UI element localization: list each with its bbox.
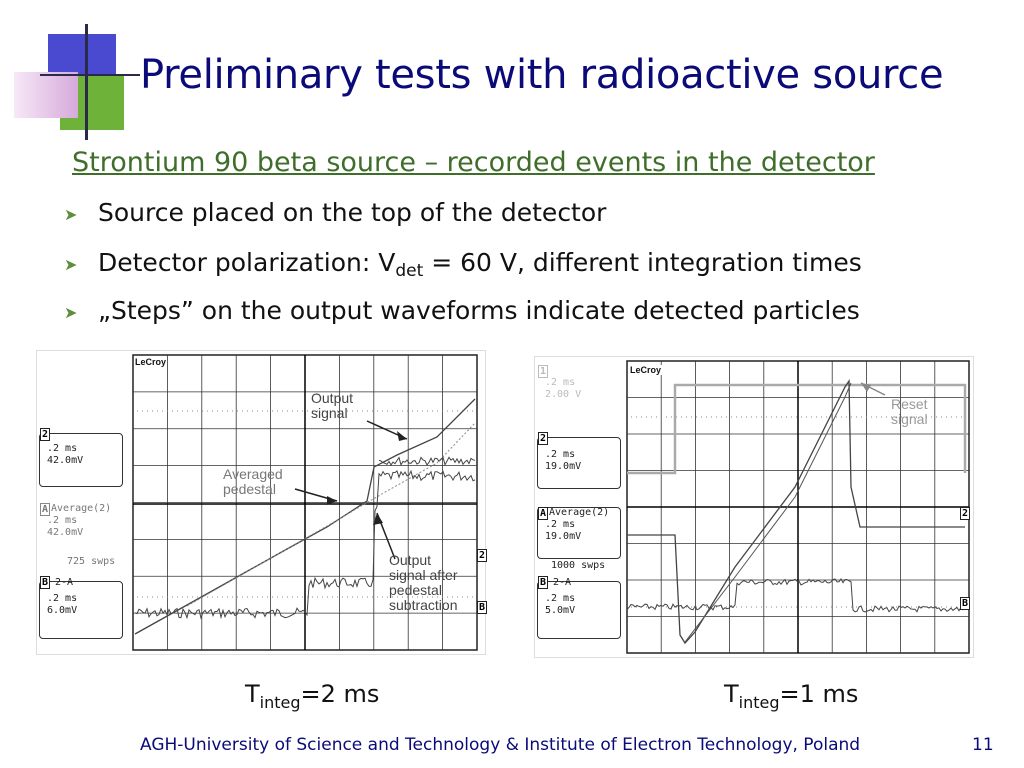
chB-volts: 6.0mV [47, 605, 78, 616]
channel-B-box [39, 581, 123, 639]
logo-horizontal-line [40, 74, 140, 76]
caption-right: Tinteg=1 ms [724, 680, 859, 712]
arrow-bullet-icon: ➤ [64, 254, 78, 274]
page-number: 11 [972, 735, 994, 755]
logo-vertical-line [85, 24, 88, 140]
average-noise-trace [378, 456, 476, 467]
lecroy-logo: LeCroy [134, 357, 168, 367]
page-title: Preliminary tests with radioactive sourc… [140, 52, 944, 98]
channel-2-number: 2 [538, 432, 549, 445]
channel-B-number: B [538, 576, 549, 589]
marker-B: B [477, 601, 488, 614]
chA-function: Average(2) [549, 507, 610, 518]
marker-B: B [960, 597, 971, 610]
marker-2: 2 [960, 507, 971, 520]
lecroy-logo: LeCroy [629, 365, 663, 375]
channel-A-box [537, 507, 621, 559]
subtracted-signal-trace [626, 578, 966, 613]
output-signal-trace [627, 378, 965, 645]
bullet-3: ➤ „Steps” on the output waveforms indicat… [64, 296, 860, 325]
subtitle: Strontium 90 beta source – recorded even… [72, 147, 875, 178]
channel-A-number: A [40, 503, 51, 516]
chA-volts: 19.0mV [545, 531, 582, 542]
bullet-2: ➤ Detector polarization: Vdet = 60 V, dif… [64, 248, 862, 281]
ch2-timebase: .2 ms [47, 443, 78, 454]
channel-2-box [537, 437, 621, 489]
bullet-1-text: Source placed on the top of the detector [98, 198, 607, 227]
channel-A-number: A [538, 507, 549, 520]
chA-volts: 42.0mV [47, 527, 84, 538]
ghost-channel-number: 1 [538, 365, 549, 378]
reset-signal-trace [627, 383, 967, 475]
subtracted-signal-trace [134, 469, 476, 620]
marker-2: 2 [477, 549, 488, 562]
bullet-2-subscript: det [395, 261, 424, 281]
oscilloscope-right: LeCroy 1 .2 ms 2.00 V 2 .2 ms 19.0mV A A… [534, 356, 974, 658]
arrow-bullet-icon: ➤ [64, 204, 78, 224]
oscilloscope-left: LeCroy 2 .2 ms 42.0mV A Average(2) .2 ms… [36, 350, 488, 655]
channel-2-box [39, 433, 123, 487]
bullet-1: ➤ Source placed on the top of the detecto… [64, 198, 606, 227]
logo-decoration [0, 0, 140, 140]
chB-function: 2-A [55, 577, 74, 588]
chA-sweeps: 1000 swps [551, 560, 606, 571]
output-signal-label: Output signal [311, 390, 354, 421]
bullet-2-text: Detector polarization: V [98, 248, 396, 277]
chB-function: 2-A [553, 577, 572, 588]
chA-timebase: .2 ms [545, 519, 576, 530]
channel-B-number: B [40, 576, 51, 589]
ch2-timebase: .2 ms [545, 449, 576, 460]
chB-volts: 5.0mV [545, 605, 576, 616]
chB-timebase: .2 ms [545, 593, 576, 604]
averaged-pedestal-label: Averaged pedestal [223, 466, 283, 497]
chB-timebase: .2 ms [47, 593, 78, 604]
chA-timebase: .2 ms [47, 515, 78, 526]
ghost-volts: 2.00 V [545, 389, 582, 400]
ch2-volts: 19.0mV [545, 461, 582, 472]
ghost-timebase: .2 ms [545, 377, 576, 388]
channel-B-box [537, 581, 621, 639]
bullet-2-text-rest: = 60 V, different integration times [423, 248, 862, 277]
averaged-pedestal-trace [186, 422, 476, 607]
averaged-ramp-trace [684, 382, 852, 643]
caption-left: Tinteg=2 ms [245, 680, 380, 712]
reset-signal-label: Reset signal [891, 396, 928, 427]
output-after-subtraction-label: Output signal after pedestal subtraction [389, 552, 458, 613]
logo-pink-square [14, 72, 78, 118]
arrow-bullet-icon: ➤ [64, 302, 78, 322]
channel-2-number: 2 [40, 428, 51, 441]
scope-left-screen [132, 354, 478, 651]
ch2-volts: 42.0mV [47, 455, 84, 466]
chA-function: Average(2) [51, 503, 112, 514]
chA-sweeps: 725 swps [67, 556, 116, 567]
footer: AGH-University of Science and Technology… [140, 735, 861, 755]
bullet-3-text: „Steps” on the output waveforms indicate… [98, 296, 860, 325]
